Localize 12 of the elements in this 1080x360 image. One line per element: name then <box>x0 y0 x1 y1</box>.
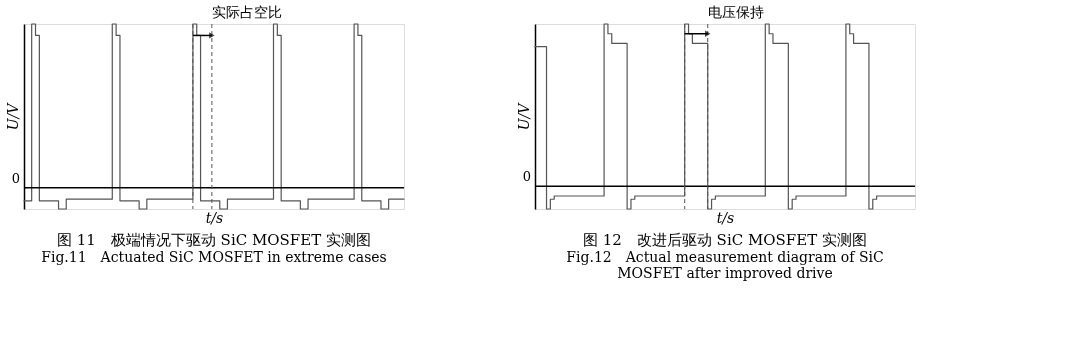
x-axis-title: t/s <box>205 209 224 226</box>
x-axis-title: t/s <box>716 209 735 226</box>
text: 0 <box>522 169 531 185</box>
text: 图 11 极端情况下驱动 SiC MOSFET 实测图 <box>56 231 372 249</box>
text: 实际占空比 <box>211 4 282 20</box>
text: 0 <box>11 170 20 186</box>
y-axis-title: U/V <box>4 101 21 131</box>
text: 电压保持 <box>707 4 764 20</box>
text: Fig.12 Actual measurement diagram of SiC MOSFET after improved drive <box>566 249 884 281</box>
y-axis-title: U/V <box>515 101 532 131</box>
text: Fig.11 Actuated SiC MOSFET in extreme cases <box>41 249 387 265</box>
text: 图 12 改进后驱动 SiC MOSFET 实测图 <box>582 231 868 249</box>
